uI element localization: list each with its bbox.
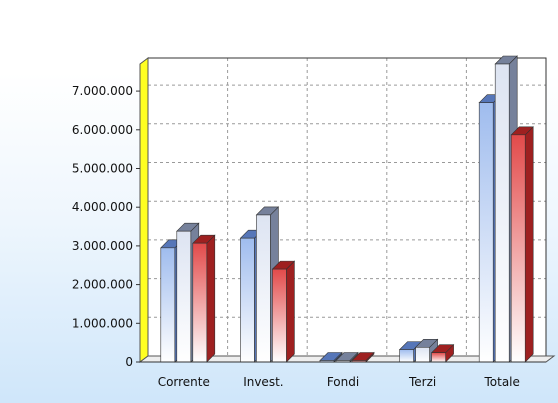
bar: [430, 343, 455, 363]
bar-front: [176, 230, 192, 363]
bar: [351, 351, 375, 363]
y-tick-label: 6.000.000: [72, 123, 133, 137]
bar-front: [478, 102, 494, 363]
bar-front: [192, 242, 208, 363]
bar-front: [240, 237, 255, 363]
bar-front: [399, 349, 414, 363]
x-tick-label: Corrente: [158, 375, 210, 389]
y-axis-ticks: 0 1.000.000 2.000.000 3.000.000 4.000.000 5.0…: [72, 84, 140, 369]
bar-front: [494, 63, 510, 363]
x-tick-label: Terzi: [408, 375, 436, 389]
bar: [510, 126, 534, 363]
bar-front: [160, 247, 176, 363]
bar-side: [206, 234, 216, 363]
x-tick-label: Fondi: [327, 375, 359, 389]
bar-front: [415, 346, 430, 363]
x-axis-labels: Corrente Invest. Fondi Terzi Totale: [158, 375, 520, 389]
y-tick-label: 4.000.000: [72, 200, 133, 214]
x-tick-label: Totale: [483, 375, 519, 389]
bar-front: [431, 352, 446, 363]
bars-group: [160, 55, 534, 363]
bar-front: [510, 134, 526, 363]
y-tick-label: 0: [125, 355, 133, 369]
x-tick-label: Invest.: [243, 375, 283, 389]
bar: [192, 234, 216, 363]
y-tick-label: 7.000.000: [72, 84, 133, 98]
bar-front: [256, 214, 271, 363]
y-tick-label: 3.000.000: [72, 239, 133, 253]
bar-front: [272, 268, 287, 363]
y-tick-label: 5.000.000: [72, 161, 133, 175]
y-tick-label: 2.000.000: [72, 278, 133, 292]
y-tick-label: 1.000.000: [72, 316, 133, 330]
bar: [271, 260, 296, 363]
bar-side: [286, 260, 295, 363]
bar-side: [524, 126, 534, 363]
axis-wall: [139, 57, 149, 363]
